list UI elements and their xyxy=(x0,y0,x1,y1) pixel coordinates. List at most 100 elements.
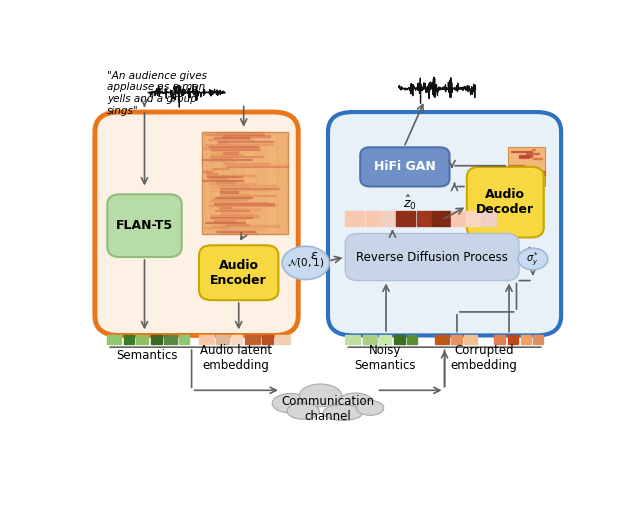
Bar xyxy=(202,159,252,160)
Bar xyxy=(212,132,222,234)
Bar xyxy=(220,191,238,193)
Bar xyxy=(215,210,249,211)
FancyBboxPatch shape xyxy=(199,245,278,300)
Bar xyxy=(215,132,262,133)
Bar xyxy=(494,334,505,344)
Bar xyxy=(205,222,246,223)
Bar xyxy=(223,164,288,165)
Bar xyxy=(432,211,449,225)
Bar xyxy=(256,132,266,234)
Bar xyxy=(217,142,228,144)
Bar xyxy=(212,157,232,159)
Bar xyxy=(451,211,465,225)
Bar xyxy=(108,334,121,344)
Bar xyxy=(151,334,162,344)
Bar xyxy=(203,147,257,149)
Text: Noisy
Semantics: Noisy Semantics xyxy=(355,344,416,372)
Bar xyxy=(363,334,376,344)
Bar xyxy=(213,151,239,152)
Bar xyxy=(218,140,273,142)
Text: Reverse Diffusion Process: Reverse Diffusion Process xyxy=(356,250,508,264)
Bar xyxy=(221,212,255,213)
Bar xyxy=(511,151,532,152)
Bar xyxy=(509,172,517,173)
Bar xyxy=(220,214,254,215)
Bar xyxy=(482,211,495,225)
Bar xyxy=(211,190,269,191)
Bar xyxy=(211,149,260,150)
Bar xyxy=(214,202,268,203)
Bar xyxy=(408,334,417,344)
Bar xyxy=(222,232,257,234)
Bar xyxy=(435,334,449,344)
Bar xyxy=(223,135,269,137)
Bar xyxy=(209,146,259,147)
Bar xyxy=(512,184,529,185)
Bar xyxy=(179,334,189,344)
Bar xyxy=(213,225,278,227)
Bar xyxy=(124,334,134,344)
Bar xyxy=(204,227,229,229)
Text: Communication
channel: Communication channel xyxy=(282,395,374,423)
Bar xyxy=(519,181,538,183)
Bar xyxy=(531,180,541,182)
Bar xyxy=(206,173,217,174)
Bar xyxy=(220,209,260,210)
Bar xyxy=(219,195,276,196)
Bar xyxy=(205,169,216,171)
Bar xyxy=(205,134,264,135)
Ellipse shape xyxy=(300,384,342,407)
Text: Audio
Decoder: Audio Decoder xyxy=(476,188,534,216)
Bar xyxy=(216,181,236,183)
Bar xyxy=(520,182,524,183)
Text: FLAN-T5: FLAN-T5 xyxy=(116,219,173,232)
Text: $\sigma_y^*$: $\sigma_y^*$ xyxy=(526,250,540,268)
FancyBboxPatch shape xyxy=(508,147,545,186)
Bar xyxy=(210,156,263,157)
FancyBboxPatch shape xyxy=(202,132,288,234)
Text: $\epsilon$: $\epsilon$ xyxy=(310,248,318,262)
Bar xyxy=(212,199,248,200)
Bar xyxy=(206,175,255,176)
Bar xyxy=(519,155,532,157)
Ellipse shape xyxy=(356,401,384,415)
Bar xyxy=(224,162,270,164)
Bar xyxy=(212,186,250,188)
Bar xyxy=(267,132,276,234)
Bar xyxy=(519,156,529,158)
Bar xyxy=(234,132,244,234)
FancyBboxPatch shape xyxy=(360,147,449,186)
Text: "An audience gives
applause as a man
yells and a group
sings": "An audience gives applause as a man yel… xyxy=(108,71,207,116)
Bar xyxy=(245,132,255,234)
Ellipse shape xyxy=(337,393,374,413)
Bar xyxy=(207,205,275,206)
Bar xyxy=(199,334,214,344)
Bar xyxy=(451,334,462,344)
Bar xyxy=(164,334,177,344)
Bar xyxy=(533,334,543,344)
Bar xyxy=(211,154,243,155)
Bar xyxy=(528,171,544,172)
Bar xyxy=(202,132,211,234)
Bar xyxy=(214,220,235,221)
Bar xyxy=(223,152,238,154)
Text: $\hat{z}_0$: $\hat{z}_0$ xyxy=(403,194,417,212)
Bar xyxy=(521,334,531,344)
Bar xyxy=(365,211,380,225)
Bar xyxy=(221,188,279,189)
Bar xyxy=(379,334,392,344)
Bar xyxy=(526,153,539,154)
Bar xyxy=(214,204,274,205)
Bar xyxy=(220,207,231,208)
Bar xyxy=(218,185,276,186)
Bar xyxy=(381,211,395,225)
Bar xyxy=(532,149,536,150)
Bar xyxy=(208,139,253,140)
Bar xyxy=(275,334,291,344)
Bar xyxy=(346,334,360,344)
Ellipse shape xyxy=(282,246,329,279)
Bar xyxy=(394,334,405,344)
Bar xyxy=(244,334,260,344)
Bar xyxy=(533,178,537,180)
Bar xyxy=(508,334,518,344)
